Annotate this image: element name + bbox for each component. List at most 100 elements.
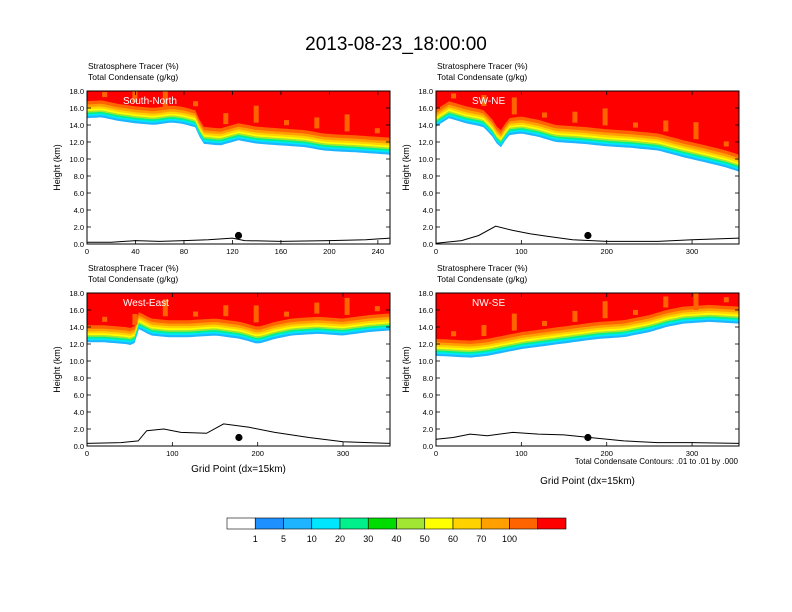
y-tick-label: 0.0 <box>74 442 84 451</box>
panels: 0.0 2.0 4.0 6.0 8.0 10.0 12.0 14.0 16.0 18.0 0 40 80… <box>52 61 740 487</box>
x-tick-label: 240 <box>372 247 385 256</box>
x-tick-label: 100 <box>166 449 179 458</box>
tracer-streak <box>162 91 168 108</box>
colorbar-swatch <box>509 517 539 530</box>
tracer-streak <box>344 297 350 315</box>
y-tick-label: 4.0 <box>74 408 84 417</box>
x-tick-label: 0 <box>85 247 89 256</box>
y-tick-label: 6.0 <box>74 391 84 400</box>
tracer-streak <box>132 314 138 325</box>
panel-sw-ne: 0.0 2.0 4.0 6.0 8.0 10.0 12.0 14.0 16.0 18.0 0 100 2… <box>401 61 740 256</box>
tracer-band-8 <box>87 91 390 138</box>
tracer-field <box>87 293 390 446</box>
colorbar-label: 10 <box>307 534 317 544</box>
x-axis-label: Grid Point (dx=15km) <box>540 476 635 487</box>
x-tick-label: 200 <box>600 449 613 458</box>
panel-nw-se: 0.0 2.0 4.0 6.0 8.0 10.0 12.0 14.0 16.0 18.0 0 100 2… <box>401 263 740 487</box>
y-tick-label: 14.0 <box>418 121 433 130</box>
y-tick-label: 10.0 <box>69 155 84 164</box>
y-tick-label: 14.0 <box>69 323 84 332</box>
colorbar: 1 5 10 20 30 40 50 60 70 100 <box>226 517 567 544</box>
y-tick-label: 8.0 <box>423 374 433 383</box>
terrain-line <box>436 431 739 444</box>
panel-title-condensate: Total Condensate (g/kg) <box>88 72 178 82</box>
x-tick-label: 0 <box>434 449 438 458</box>
colorbar-label: 100 <box>502 534 517 544</box>
tracer-streak <box>723 297 729 303</box>
panel-direction-label: West-East <box>123 298 169 309</box>
y-tick-label: 4.0 <box>423 206 433 215</box>
x-tick-label: 300 <box>686 247 699 256</box>
y-tick-label: 2.0 <box>74 425 84 434</box>
y-tick-label: 6.0 <box>423 391 433 400</box>
x-tick-label: 80 <box>180 247 188 256</box>
tracer-streak <box>344 114 350 132</box>
y-axis-label: Height (km) <box>52 346 62 393</box>
colorbar-swatch <box>226 517 256 530</box>
tracer-streak <box>723 141 729 147</box>
x-tick-label: 200 <box>323 247 336 256</box>
y-tick-label: 10.0 <box>69 357 84 366</box>
tracer-streak <box>602 301 608 319</box>
y-tick-label: 8.0 <box>74 374 84 383</box>
y-tick-label: 16.0 <box>69 306 84 315</box>
x-tick-label: 200 <box>600 247 613 256</box>
colorbar-swatch <box>367 517 397 530</box>
tracer-streak <box>132 91 138 103</box>
tracer-streak <box>481 95 487 106</box>
tracer-band-8 <box>436 293 739 341</box>
panel-direction-label: NW-SE <box>472 298 505 309</box>
tracer-streak <box>542 112 547 118</box>
tracer-streak <box>374 128 380 134</box>
panel-direction-label: SW-NE <box>472 96 505 107</box>
y-tick-label: 6.0 <box>423 189 433 198</box>
y-tick-label: 2.0 <box>423 223 433 232</box>
panel-frame <box>435 292 740 447</box>
y-tick-label: 14.0 <box>69 121 84 130</box>
location-marker <box>584 433 592 442</box>
colorbar-label: 5 <box>281 534 286 544</box>
tracer-streak <box>284 311 289 317</box>
panel-title-condensate: Total Condensate (g/kg) <box>88 274 178 284</box>
panel-title-tracer: Stratosphere Tracer (%) <box>437 61 528 71</box>
x-tick-label: 300 <box>686 449 699 458</box>
y-tick-label: 6.0 <box>74 189 84 198</box>
panel-frame <box>435 90 740 245</box>
x-tick-label: 100 <box>515 449 528 458</box>
y-tick-label: 18.0 <box>69 289 84 298</box>
y-tick-label: 0.0 <box>74 240 84 249</box>
colorbar-label: 70 <box>476 534 486 544</box>
tracer-streak <box>451 331 457 337</box>
tracer-streak <box>193 311 199 317</box>
tracer-streak <box>162 299 168 317</box>
x-tick-label: 0 <box>85 449 89 458</box>
panel-title-condensate: Total Condensate (g/kg) <box>437 72 527 82</box>
location-marker <box>234 231 243 240</box>
y-tick-label: 12.0 <box>69 340 84 349</box>
y-axis-label: Height (km) <box>401 144 411 191</box>
colorbar-label: 50 <box>420 534 430 544</box>
y-tick-label: 8.0 <box>423 172 433 181</box>
y-tick-label: 16.0 <box>418 306 433 315</box>
tracer-streak <box>314 302 320 314</box>
tracer-streak <box>602 108 608 126</box>
x-axis-label: Grid Point (dx=15km) <box>191 464 286 475</box>
panel-title-tracer: Stratosphere Tracer (%) <box>88 263 179 273</box>
x-tick-label: 120 <box>226 247 239 256</box>
y-tick-label: 4.0 <box>74 206 84 215</box>
tracer-band-8 <box>87 293 390 328</box>
y-tick-label: 16.0 <box>418 104 433 113</box>
location-marker <box>584 231 592 240</box>
y-axis-label: Height (km) <box>401 346 411 393</box>
panel-direction-label: South-North <box>123 96 177 107</box>
x-tick-label: 200 <box>251 449 264 458</box>
tracer-streak <box>193 101 199 107</box>
y-tick-label: 0.0 <box>423 240 433 249</box>
y-tick-label: 16.0 <box>69 104 84 113</box>
tracer-streak <box>223 305 229 317</box>
tracer-streak <box>693 293 699 310</box>
panel-west-east: 0.0 2.0 4.0 6.0 8.0 10.0 12.0 14.0 16.0 18.0 0 100 2… <box>52 263 391 475</box>
colorbar-swatch <box>339 517 369 530</box>
tracer-streak <box>572 310 578 322</box>
